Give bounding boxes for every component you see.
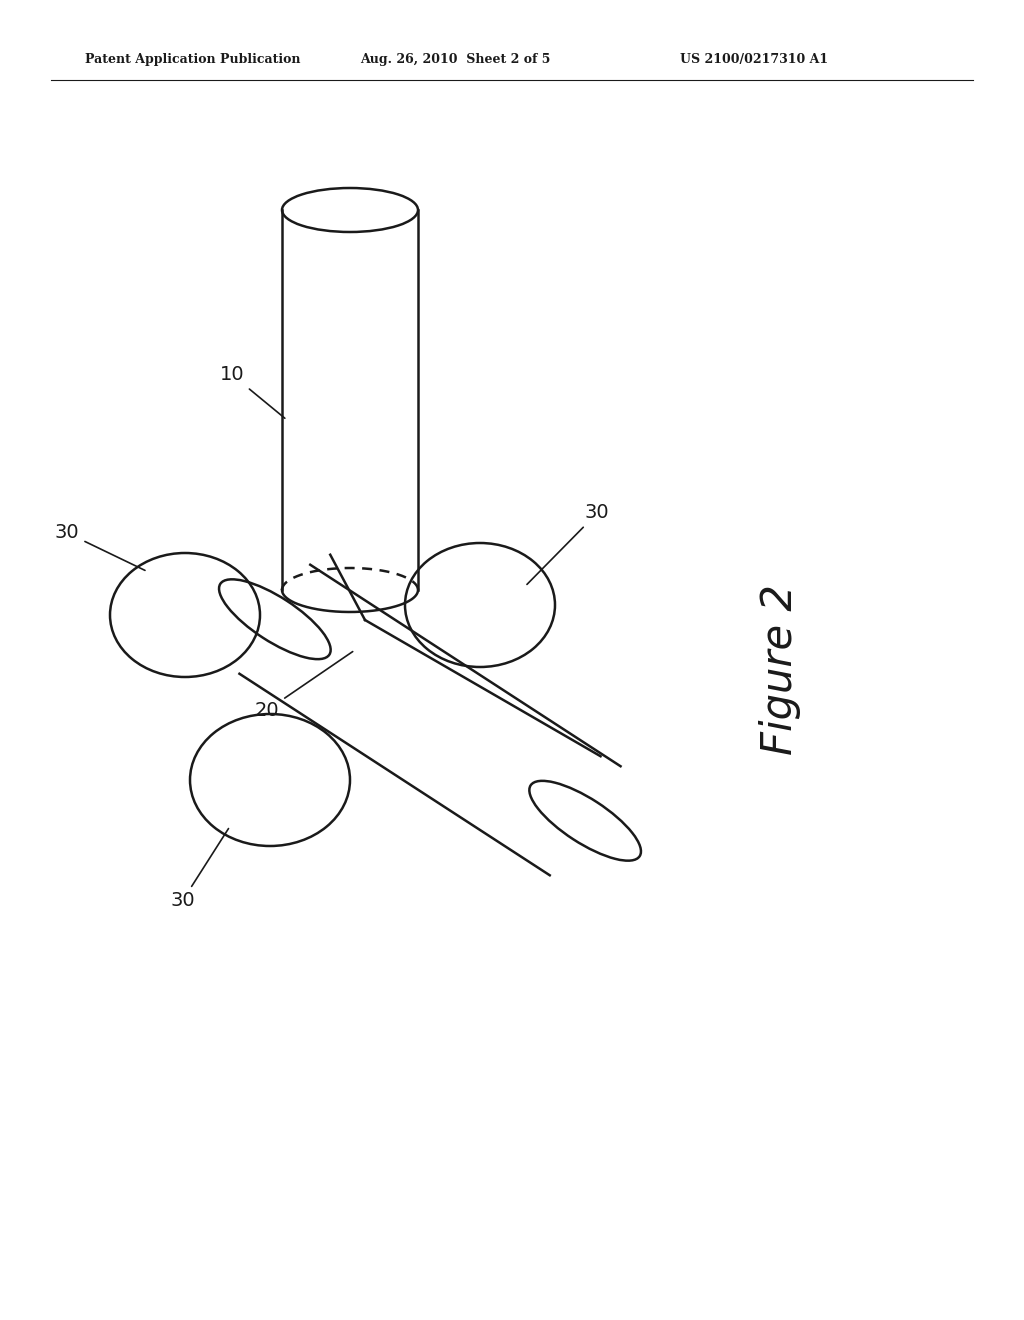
Text: 30: 30 (55, 524, 145, 570)
Text: Aug. 26, 2010  Sheet 2 of 5: Aug. 26, 2010 Sheet 2 of 5 (360, 54, 550, 66)
Text: US 2100/0217310 A1: US 2100/0217310 A1 (680, 54, 828, 66)
Text: 20: 20 (255, 652, 352, 719)
Text: 30: 30 (527, 503, 609, 585)
Text: 10: 10 (220, 366, 285, 418)
Text: 30: 30 (170, 829, 228, 911)
Text: Patent Application Publication: Patent Application Publication (85, 54, 300, 66)
Text: Figure 2: Figure 2 (759, 585, 801, 755)
